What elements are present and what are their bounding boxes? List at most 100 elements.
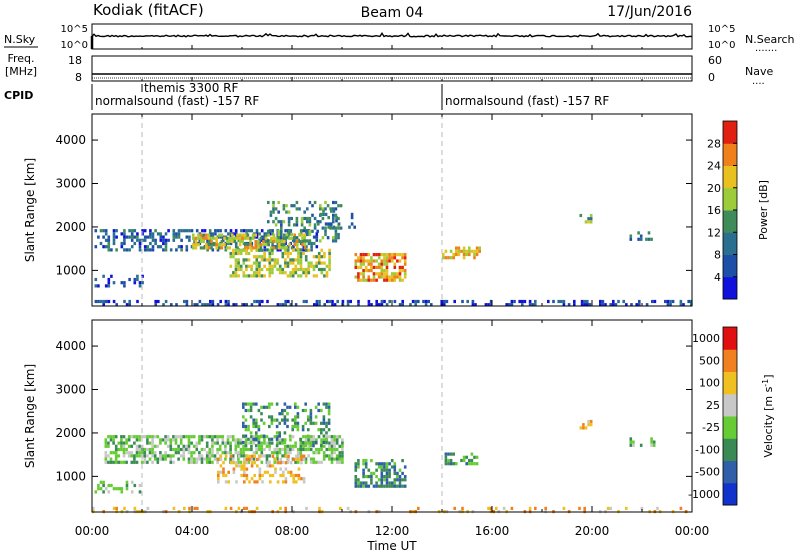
data-cell: [288, 434, 292, 438]
data-cell: [470, 452, 474, 456]
data-cell: [257, 437, 261, 441]
data-cell: [318, 303, 321, 307]
data-cell: [445, 299, 449, 304]
data-cell: [300, 477, 303, 481]
data-cell: [334, 207, 338, 211]
data-cell: [281, 267, 285, 272]
data-cell: [293, 239, 296, 243]
colorbar-swatch: [723, 416, 737, 439]
data-cell: [309, 447, 313, 452]
data-cell: [123, 506, 126, 510]
data-cell: [401, 256, 404, 260]
data-cell: [650, 443, 653, 447]
data-cell: [315, 261, 318, 265]
data-cell: [201, 303, 204, 307]
data-cell: [245, 274, 248, 278]
data-cell: [629, 234, 633, 238]
data-cell: [308, 223, 312, 227]
data-cell: [282, 204, 286, 208]
data-cell: [380, 471, 384, 475]
data-cell: [666, 303, 670, 307]
data-cell: [133, 277, 137, 282]
data-cell: [276, 441, 279, 445]
data-cell: [255, 264, 259, 268]
data-cell: [309, 440, 313, 445]
data-cell: [468, 252, 471, 257]
data-cell: [232, 303, 235, 307]
data-cell: [250, 248, 253, 252]
data-cell: [271, 229, 274, 233]
data-cell: [112, 435, 115, 439]
data-cell: [302, 435, 305, 439]
data-cell: [587, 220, 590, 224]
data-cell: [304, 274, 308, 278]
data-cell: [263, 447, 266, 452]
data-cell: [255, 424, 258, 429]
data-cell: [190, 451, 193, 455]
data-cell: [207, 243, 211, 247]
data-cell: [125, 438, 128, 442]
data-cell: [115, 303, 118, 307]
data-cell: [317, 258, 321, 262]
data-cell: [125, 483, 129, 488]
data-cell: [328, 267, 331, 272]
data-cell: [243, 457, 246, 462]
data-cell: [279, 457, 282, 462]
data-cell: [133, 235, 137, 239]
data-cell: [457, 252, 461, 257]
data-cell: [249, 405, 253, 409]
data-cell: [271, 232, 274, 236]
data-cell: [330, 209, 333, 213]
data-cell: [396, 275, 399, 279]
data-cell: [302, 251, 305, 256]
data-cell: [305, 245, 308, 249]
data-cell: [252, 255, 256, 259]
data-cell: [322, 440, 326, 445]
data-cell: [287, 454, 290, 458]
data-cell: [271, 454, 275, 458]
data-cell: [327, 402, 331, 406]
data-cell: [149, 229, 152, 233]
data-cell: [291, 435, 295, 439]
data-cell: [237, 451, 240, 455]
data-cell: [205, 236, 208, 240]
data-cell: [128, 235, 131, 239]
data-cell: [252, 424, 255, 429]
data-cell: [669, 299, 672, 304]
data-cell: [117, 441, 121, 445]
data-cell: [289, 473, 293, 478]
data-cell: [599, 303, 602, 307]
data-cell: [291, 258, 295, 262]
data-cell: [102, 303, 105, 307]
data-cell: [239, 251, 243, 256]
data-cell: [282, 220, 286, 224]
data-cell: [573, 299, 576, 304]
data-cell: [579, 426, 583, 430]
data-cell: [332, 216, 335, 221]
data-cell: [612, 299, 615, 304]
data-cell: [141, 238, 144, 242]
data-cell: [185, 447, 188, 452]
noise-right-tick: 10^5: [708, 24, 735, 35]
data-cell: [218, 246, 221, 250]
data-cell: [637, 237, 640, 241]
data-cell: [403, 275, 407, 279]
data-cell: [130, 490, 134, 494]
data-cell: [333, 303, 337, 307]
data-cell: [143, 229, 147, 233]
beam-title: Beam 04: [361, 5, 424, 21]
data-cell: [275, 444, 279, 448]
data-cell: [280, 220, 283, 224]
data-cell: [278, 412, 281, 416]
data-cell: [398, 478, 402, 482]
data-cell: [199, 233, 203, 237]
data-cell: [495, 506, 498, 510]
data-cell: [242, 274, 246, 278]
data-cell: [229, 251, 233, 256]
data-cell: [282, 473, 285, 478]
data-cell: [202, 246, 205, 250]
data-cell: [521, 303, 524, 307]
data-cell: [291, 447, 295, 452]
freq-panel: Freq. [MHz] Nave .... 18 8 60 0: [5, 52, 774, 87]
data-cell: [452, 252, 455, 257]
